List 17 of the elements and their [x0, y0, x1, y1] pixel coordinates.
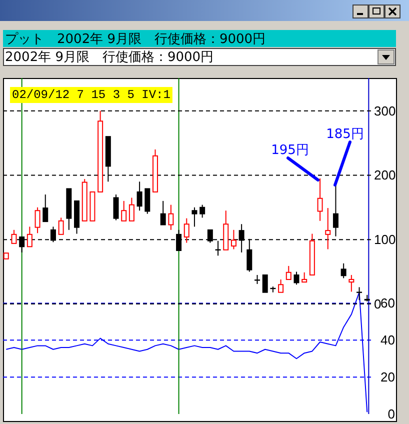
ytick: 100 [374, 232, 396, 248]
chart-subtitle: 2002年 9月限 行使価格：9000円 [5, 50, 214, 65]
dropdown-box: 2002年 9月限 行使価格：9000円 [3, 48, 396, 66]
ytick: 0 [374, 296, 382, 312]
ytick: 60 [380, 296, 395, 311]
annotation: 02/09/12 7 15 3 5 IV:1 [10, 87, 172, 103]
annotation: 195円 [271, 143, 309, 158]
ytick: 20 [380, 370, 395, 385]
ytick: 0 [388, 406, 395, 422]
chart-title: プット 2002年 9月限 行使価格：9000円 [5, 32, 266, 47]
ytick: 40 [380, 332, 395, 348]
annotation: 185円 [326, 127, 364, 186]
title-bar: プット 2002年 9月限 行使価格：9000円 [3, 30, 396, 47]
annotation: 195円 [271, 143, 320, 182]
annotation: 185円 [326, 127, 364, 142]
ytick: 300 [374, 103, 396, 118]
ytick: 200 [374, 168, 396, 183]
